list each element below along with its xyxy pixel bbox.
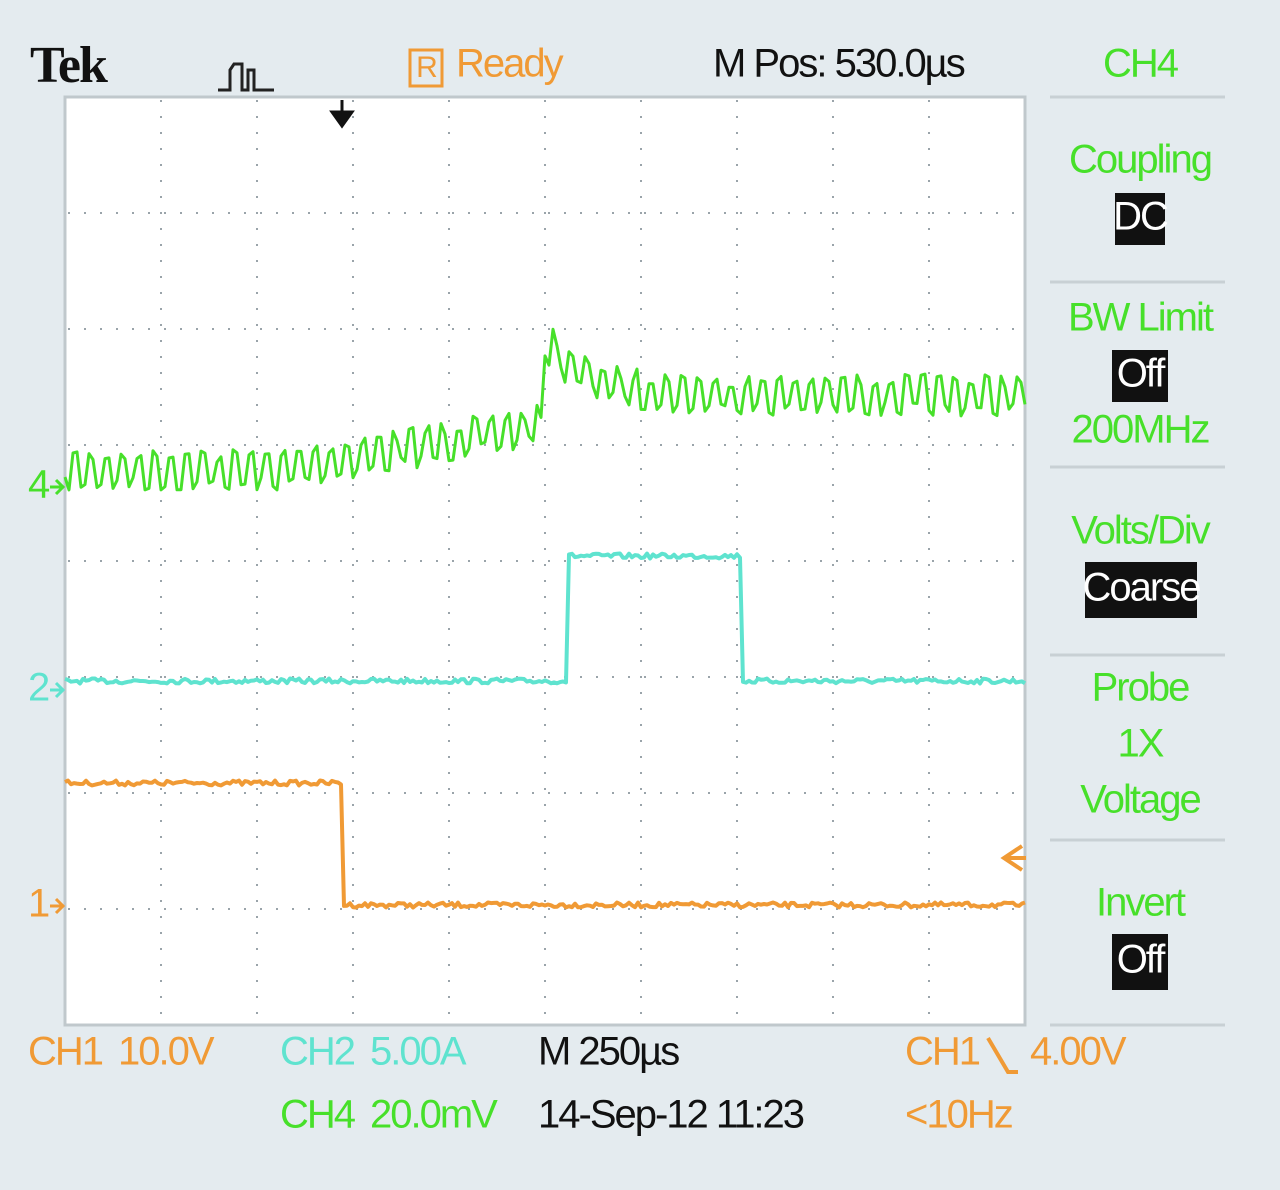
status-icon: R <box>416 51 437 84</box>
marker-arrow <box>50 478 66 496</box>
menu-label: Coupling <box>1069 138 1211 182</box>
ch2-scale: 5.00A <box>370 1030 467 1074</box>
trigger-source: CH1 <box>905 1030 980 1074</box>
waveforms <box>63 327 1027 910</box>
trigger-slope <box>986 1036 1018 1074</box>
status-icon-box <box>408 48 444 88</box>
waveform <box>64 551 1027 686</box>
position: M Pos: 530.0µs <box>713 42 965 86</box>
waveform <box>63 327 1027 492</box>
menu-value: DC <box>1113 195 1168 239</box>
channel-marker: 4 <box>28 463 50 507</box>
menu-label: Invert <box>1096 881 1186 925</box>
menu-label: BW Limit <box>1068 296 1214 340</box>
ch1-scale: 10.0V <box>118 1030 215 1074</box>
menu-label: Volts/Div <box>1071 509 1211 553</box>
marker-arrow <box>50 897 66 915</box>
brand: Tek <box>30 37 108 94</box>
timestamp: 14-Sep-12 11:23 <box>538 1093 804 1137</box>
menu-value-box <box>1115 193 1165 245</box>
menu-label: Probe <box>1092 666 1189 710</box>
menu-value: Off <box>1117 352 1167 396</box>
ch4-name: CH4 <box>280 1093 356 1137</box>
marker-arrow <box>50 681 66 699</box>
channel-marker: 1 <box>28 882 49 926</box>
trigger-level-arrow <box>1000 844 1026 872</box>
grid <box>68 100 1022 1022</box>
menu-line: Voltage <box>1080 778 1200 822</box>
status: Ready <box>456 42 564 86</box>
waveform <box>64 778 1026 910</box>
ch2-name: CH2 <box>280 1030 355 1074</box>
menu-value-box <box>1085 562 1197 618</box>
menu-extra: 200MHz <box>1072 408 1210 452</box>
menu-value: Off <box>1117 938 1167 982</box>
channel-marker: 2 <box>28 666 49 710</box>
menu-value-box <box>1112 350 1168 402</box>
ch4-scale: 20.0mV <box>370 1093 498 1137</box>
menu-value: Coarse <box>1083 566 1201 610</box>
menu-channel: CH4 <box>1103 42 1179 86</box>
ch1-name: CH1 <box>28 1030 103 1074</box>
timebase: M 250µs <box>538 1030 679 1074</box>
trigger-icon <box>218 62 274 92</box>
trigger-frequency: <10Hz <box>905 1093 1013 1137</box>
menu-value-box <box>1112 934 1168 990</box>
graticule <box>63 95 1027 1027</box>
trigger-level: 4.00V <box>1030 1030 1127 1074</box>
trigger-position-arrow <box>329 100 355 129</box>
menu-line: 1X <box>1118 722 1164 766</box>
